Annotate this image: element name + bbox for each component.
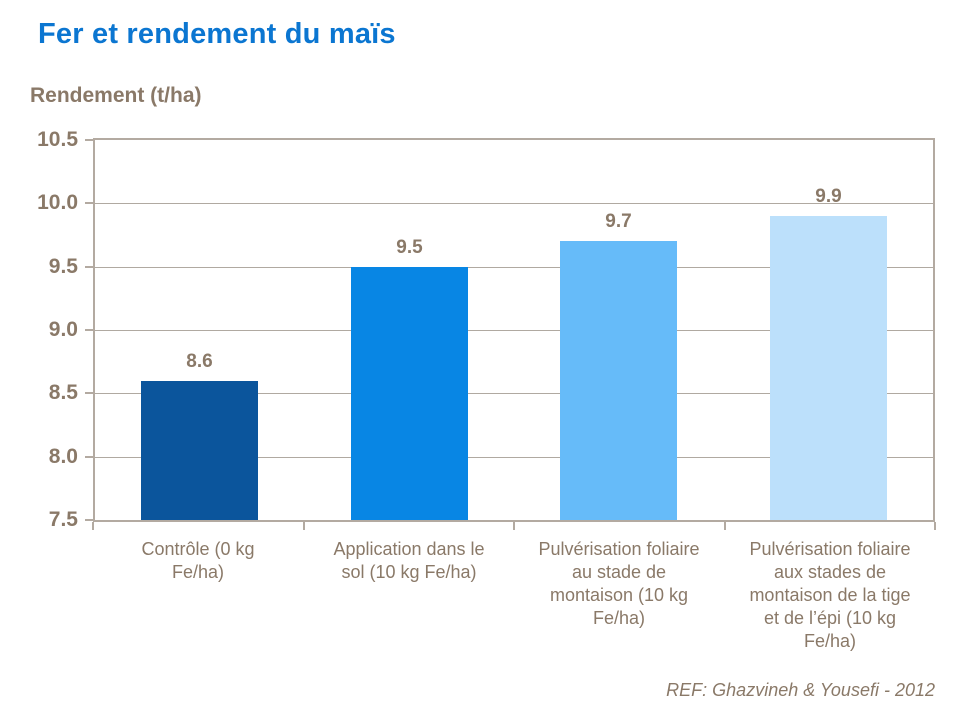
- x-tick-mark: [303, 522, 305, 530]
- y-axis-title: Rendement (t/ha): [30, 84, 202, 107]
- category-label: Pulvérisation foliaire au stade de monta…: [538, 539, 700, 628]
- plot-area: 8.6 9.5 9.7 9.9: [93, 138, 935, 522]
- bar-value-label: 8.6: [186, 351, 213, 372]
- y-tick-mark: [85, 202, 93, 204]
- gridline: [95, 330, 933, 331]
- x-tick-mark: [92, 522, 94, 530]
- y-tick-mark: [85, 139, 93, 141]
- y-tick-label: 10.0: [37, 191, 78, 214]
- y-tick-label: 7.5: [48, 508, 78, 531]
- x-tick-mark: [724, 522, 726, 530]
- y-tick-label: 10.5: [37, 128, 78, 151]
- y-tick-mark: [85, 329, 93, 331]
- y-tick-mark: [85, 456, 93, 458]
- category-label: Contrôle (0 kg Fe/ha): [141, 539, 255, 582]
- gridline: [95, 267, 933, 268]
- category-label: Application dans le sol (10 kg Fe/ha): [333, 539, 485, 582]
- category-label: Pulvérisation foliaire aux stades de mon…: [749, 539, 911, 651]
- gridline: [95, 393, 933, 394]
- x-tick-mark: [513, 522, 515, 530]
- x-tick-mark: [934, 522, 936, 530]
- gridline: [95, 203, 933, 204]
- bar-value-label: 9.9: [815, 186, 842, 207]
- y-tick-label: 8.0: [48, 445, 78, 468]
- y-tick-label: 9.0: [48, 318, 78, 341]
- y-tick-mark: [85, 519, 93, 521]
- bar: 9.7: [560, 211, 677, 520]
- y-tick-mark: [85, 266, 93, 268]
- chart-title: Fer et rendement du maïs: [38, 18, 396, 50]
- y-tick-mark: [85, 392, 93, 394]
- bar-value-label: 9.7: [605, 211, 632, 232]
- bar-value-label: 9.5: [396, 237, 423, 258]
- bar: 9.9: [770, 186, 887, 520]
- bar: 8.6: [141, 351, 258, 520]
- reference-citation: REF: Ghazvineh & Yousefi - 2012: [666, 680, 935, 700]
- y-tick-label: 9.5: [48, 255, 78, 278]
- gridline: [95, 457, 933, 458]
- y-tick-label: 8.5: [48, 381, 78, 404]
- bar: 9.5: [351, 237, 468, 520]
